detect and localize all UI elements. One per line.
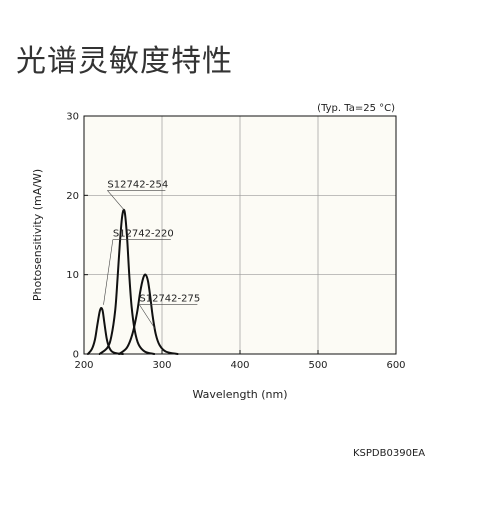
series-label-leader [103,239,114,305]
conditions-note: (Typ. Ta=25 °C) [317,103,395,114]
document-code: KSPDB0390EA [353,448,426,459]
series-line-s12742-275 [118,273,179,355]
y-tick-label: 30 [66,112,79,123]
x-tick-label: 500 [308,360,327,371]
x-tick-label: 200 [74,360,93,371]
y-tick-label: 10 [66,270,79,281]
page-title: 光谱灵敏度特性 [16,44,233,79]
x-axis-label: Wavelength (nm) [192,388,287,401]
series-label: S12742-275 [139,294,200,305]
y-tick-label: 0 [73,350,79,361]
grid [84,116,396,354]
series-label: S12742-254 [107,179,168,190]
series-line-s12742-220 [86,306,124,355]
y-tick-label: 20 [66,191,79,202]
series-label: S12742-220 [113,229,174,240]
x-tick-label: 600 [386,360,405,371]
tick-labels: 200 300 400 500 600 0 10 20 30 [66,112,405,372]
series-labels: S12742-254 S12742-220 S12742-275 [103,179,200,329]
y-axis-label: Photosensitivity (mA/W) [31,169,44,301]
x-tick-label: 300 [152,360,171,371]
series-label-leader [139,304,156,329]
series-curves [86,208,179,355]
series-line-s12742-254 [98,208,156,355]
series-label-leader [107,190,125,210]
x-tick-label: 400 [230,360,249,371]
